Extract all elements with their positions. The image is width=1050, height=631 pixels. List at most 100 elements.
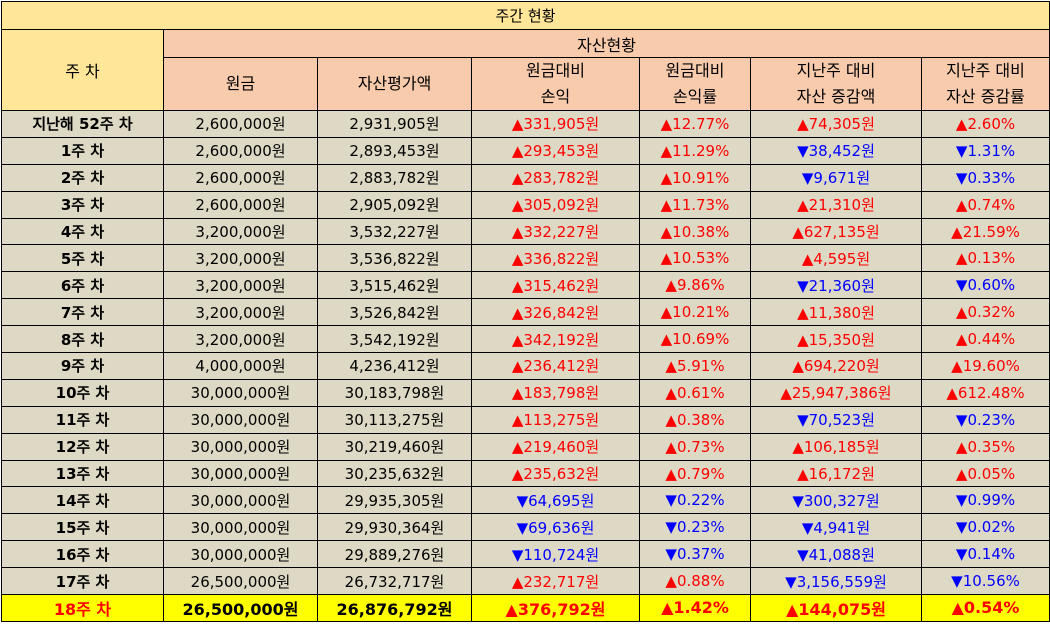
profit-rate-cell: ▲1.42%: [639, 594, 751, 622]
week-cell: 16주 차: [1, 540, 164, 569]
weekly-change-rate-cell: ▲612.48%: [920, 378, 1050, 407]
week-cell: 2주 차: [1, 163, 164, 192]
table-row: 7주 차 3,200,000원 3,526,842원 ▲326,842원 ▲10.21%…: [1, 298, 1050, 327]
asset-value-cell: 2,931,905원: [317, 110, 472, 138]
weekly-change-cell: ▼9,671원: [750, 163, 922, 192]
asset-value-cell: 30,113,275원: [317, 405, 472, 434]
weekly-change-rate-cell: ▼1.31%: [920, 136, 1050, 165]
profit-rate-cell: ▲0.61%: [639, 378, 751, 407]
profit-cell: ▼110,724원: [471, 540, 640, 569]
asset-value-cell: 2,905,092원: [317, 190, 472, 219]
profit-rate-cell: ▼0.22%: [639, 486, 751, 515]
asset-value-cell: 3,515,462원: [317, 271, 472, 300]
principal-cell: 2,600,000원: [163, 136, 318, 165]
weekly-change-cell: ▼41,088원: [750, 540, 922, 569]
principal-cell: 3,200,000원: [163, 271, 318, 300]
profit-rate-header: 원금대비 손익률: [639, 57, 751, 111]
principal-cell: 30,000,000원: [163, 486, 318, 515]
profit-rate-cell: ▼0.37%: [639, 540, 751, 569]
weekly-change-rate-cell: ▼0.14%: [920, 540, 1050, 569]
weekly-change-rate-cell: ▼0.23%: [920, 405, 1050, 434]
weekly-change-cell: ▼300,327원: [750, 486, 922, 515]
profit-cell: ▲283,782원: [471, 163, 640, 192]
weekly-change-cell: ▲21,310원: [750, 190, 922, 219]
week-cell: 9주 차: [1, 352, 164, 380]
weekly-change-rate-cell: ▲0.32%: [920, 298, 1050, 327]
profit-cell: ▲293,453원: [471, 136, 640, 165]
weekly-change-rate-cell: ▲0.44%: [920, 325, 1050, 354]
profit-rate-cell: ▲11.29%: [639, 136, 751, 165]
weekly-change-cell: ▼21,360원: [750, 271, 922, 300]
table-row: 17주 차 26,500,000원 26,732,717원 ▲232,717원 ▲0.8…: [1, 567, 1050, 596]
weekly-change-cell: ▼70,523원: [750, 405, 922, 434]
profit-header: 원금대비 손익: [471, 57, 640, 111]
profit-cell: ▼69,636원: [471, 513, 640, 542]
asset-value-cell: 2,893,453원: [317, 136, 472, 165]
profit-cell: ▲376,792원: [471, 594, 640, 622]
week-cell: 4주 차: [1, 217, 164, 246]
principal-cell: 26,500,000원: [163, 567, 318, 596]
weekly-change-rate-cell: ▼0.60%: [920, 271, 1050, 300]
profit-cell: ▲336,822원: [471, 244, 640, 273]
principal-cell: 30,000,000원: [163, 540, 318, 569]
weekly-change-rate-header-line2: 자산 증감률: [946, 87, 1025, 106]
weekly-change-cell: ▲25,947,386원: [750, 378, 922, 407]
principal-cell: 30,000,000원: [163, 459, 318, 488]
asset-value-cell: 3,536,822원: [317, 244, 472, 273]
asset-value-cell: 2,883,782원: [317, 163, 472, 192]
week-cell: 10주 차: [1, 378, 164, 407]
weekly-change-cell: ▼4,941원: [750, 513, 922, 542]
weekly-change-header-line2: 자산 증감액: [796, 87, 876, 106]
profit-rate-cell: ▼0.23%: [639, 513, 751, 542]
weekly-change-cell: ▲11,380원: [750, 298, 922, 327]
principal-cell: 3,200,000원: [163, 325, 318, 354]
weekly-change-cell: ▼38,452원: [750, 136, 922, 165]
weekly-change-cell: ▼3,156,559원: [750, 567, 922, 596]
profit-cell: ▲326,842원: [471, 298, 640, 327]
week-cell: 17주 차: [1, 567, 164, 596]
profit-cell: ▲331,905원: [471, 110, 640, 138]
week-cell: 14주 차: [1, 486, 164, 515]
week-column-header: 주 차: [1, 29, 164, 111]
weekly-change-rate-cell: ▲19.60%: [920, 352, 1050, 380]
week-cell: 지난해 52주 차: [1, 110, 164, 138]
week-cell: 18주 차: [1, 594, 164, 622]
asset-value-cell: 29,930,364원: [317, 513, 472, 542]
profit-rate-cell: ▲0.88%: [639, 567, 751, 596]
table-row: 1주 차 2,600,000원 2,893,453원 ▲293,453원 ▲11.29%…: [1, 136, 1050, 165]
table-row: 6주 차 3,200,000원 3,515,462원 ▲315,462원 ▲9.86% ▼…: [1, 271, 1050, 300]
profit-cell: ▲219,460원: [471, 432, 640, 461]
weekly-change-rate-cell: ▼0.02%: [920, 513, 1050, 542]
weekly-change-rate-cell: ▼0.99%: [920, 486, 1050, 515]
principal-cell: 30,000,000원: [163, 405, 318, 434]
weekly-change-cell: ▲16,172원: [750, 459, 922, 488]
weekly-change-rate-cell: ▲21.59%: [920, 217, 1050, 246]
table-row: 2주 차 2,600,000원 2,883,782원 ▲283,782원 ▲10.91%…: [1, 163, 1050, 192]
weekly-change-rate-cell: ▲2.60%: [920, 110, 1050, 138]
profit-rate-cell: ▲0.73%: [639, 432, 751, 461]
profit-rate-cell: ▲0.38%: [639, 405, 751, 434]
profit-rate-cell: ▲10.53%: [639, 244, 751, 273]
weekly-change-cell: ▲694,220원: [750, 352, 922, 380]
asset-value-cell: 30,183,798원: [317, 378, 472, 407]
profit-rate-header-line2: 손익률: [672, 87, 718, 106]
profit-rate-cell: ▲12.77%: [639, 110, 751, 138]
asset-value-cell: 26,732,717원: [317, 567, 472, 596]
weekly-change-rate-cell: ▲0.54%: [920, 594, 1050, 622]
principal-cell: 3,200,000원: [163, 217, 318, 246]
week-cell: 13주 차: [1, 459, 164, 488]
principal-cell: 2,600,000원: [163, 190, 318, 219]
weekly-change-cell: ▲106,185원: [750, 432, 922, 461]
profit-cell: ▲332,227원: [471, 217, 640, 246]
asset-status-group-header: 자산현황: [162, 29, 1050, 58]
asset-value-cell: 26,876,792원: [317, 594, 472, 622]
weekly-change-cell: ▲74,305원: [750, 110, 922, 138]
profit-rate-cell: ▲9.86%: [639, 271, 751, 300]
principal-cell: 30,000,000원: [163, 513, 318, 542]
principal-cell: 2,600,000원: [163, 110, 318, 138]
profit-cell: ▲183,798원: [471, 378, 640, 407]
weekly-change-rate-cell: ▲0.13%: [920, 244, 1050, 273]
profit-cell: ▲232,717원: [471, 567, 640, 596]
table-title: 주간 현황: [0, 1, 1050, 30]
